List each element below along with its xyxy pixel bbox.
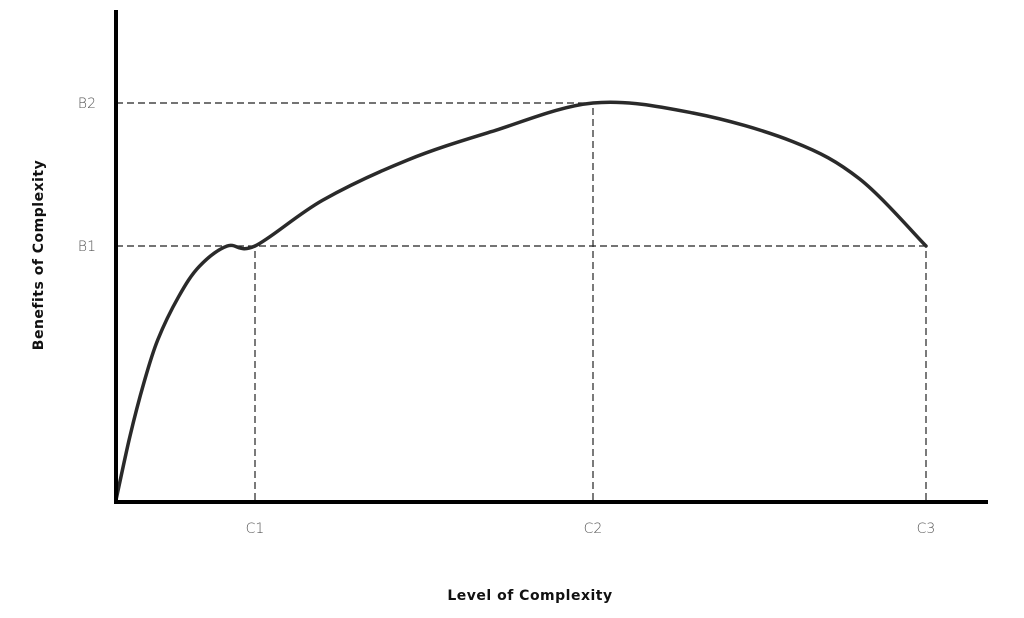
guide-lines (116, 102, 927, 500)
y-tick-label-b1: B1 (78, 239, 96, 255)
x-tick-label-c3: C3 (917, 521, 936, 537)
tick-labels: C1 C2 C3 B1 B2 (78, 96, 935, 537)
x-tick-label-c1: C1 (246, 521, 265, 537)
y-axis-title: Benefits of Complexity (31, 160, 47, 350)
x-axis-title: Level of Complexity (447, 588, 612, 604)
y-tick-label-b2: B2 (78, 96, 96, 112)
axes (114, 10, 988, 504)
curve-layer (114, 100, 928, 502)
x-tick-label-c2: C2 (584, 521, 603, 537)
benefit-curve (114, 100, 928, 502)
